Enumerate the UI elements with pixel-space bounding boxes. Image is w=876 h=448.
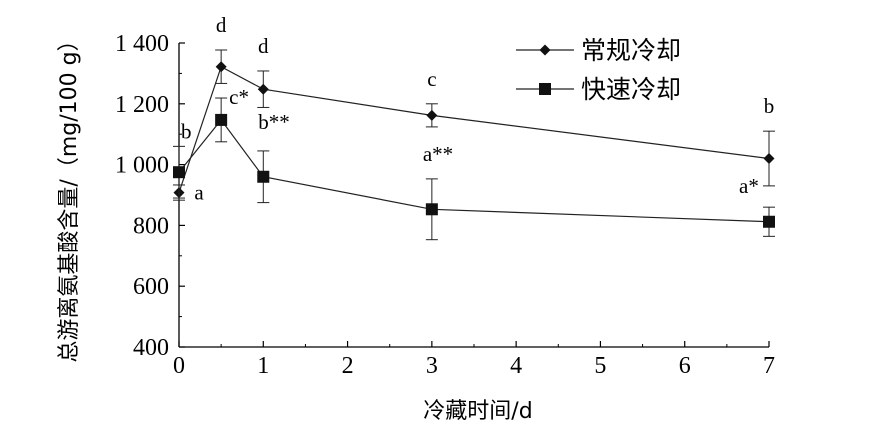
data-point [173,166,185,179]
y-axis-title: 总游离氨基酸含量/（mg/100 g） [57,29,82,362]
significance-labels: a d d c b b c* b** a** a* [181,13,774,205]
data-point [215,61,227,73]
series-0 [173,49,775,201]
data-point [763,215,775,228]
data-point [425,203,438,216]
x-axis-title: 冷藏时间/d [423,399,532,424]
x-tick-label: 1 [257,353,269,379]
x-tick-label: 2 [342,353,354,379]
data-point [257,170,270,183]
significance-label: b [764,94,775,118]
significance-label: a [194,181,204,205]
y-tick-label: 1 400 [115,31,169,57]
significance-label: c* [229,85,249,109]
significance-label: c [427,67,436,91]
legend-item-0: 常规冷却 [516,36,681,65]
data-point [763,153,775,165]
y-tick-label: 600 [133,274,169,300]
series-layer [173,49,775,241]
x-tick-label: 6 [679,353,691,379]
legend-label: 快速冷却 [581,75,681,104]
legend-item-1: 快速冷却 [516,75,681,104]
x-tick-label: 7 [763,353,775,379]
series-1 [173,97,775,241]
y-tick-label: 1 200 [115,92,169,118]
data-point [426,109,438,121]
data-point [257,83,269,95]
legend-marker [539,44,551,56]
axes: 0 1 2 3 4 5 6 7 400 600 800 1 000 1 200 1 400 [115,31,775,379]
data-point [215,113,228,126]
significance-label: d [216,13,227,37]
significance-label: a* [739,174,759,198]
significance-label: d [258,34,269,58]
significance-label: b [181,119,192,143]
legend-marker [539,83,551,95]
y-tick-label: 400 [133,335,169,361]
x-tick-label: 0 [173,353,185,379]
y-tick-label: 1 000 [115,153,169,179]
y-tick-label: 800 [133,213,169,239]
significance-label: a** [423,142,453,166]
x-tick-label: 4 [510,353,522,379]
legend-label: 常规冷却 [581,36,681,65]
x-tick-label: 3 [426,353,438,379]
significance-label: b** [258,110,290,134]
x-tick-label: 5 [594,353,606,379]
